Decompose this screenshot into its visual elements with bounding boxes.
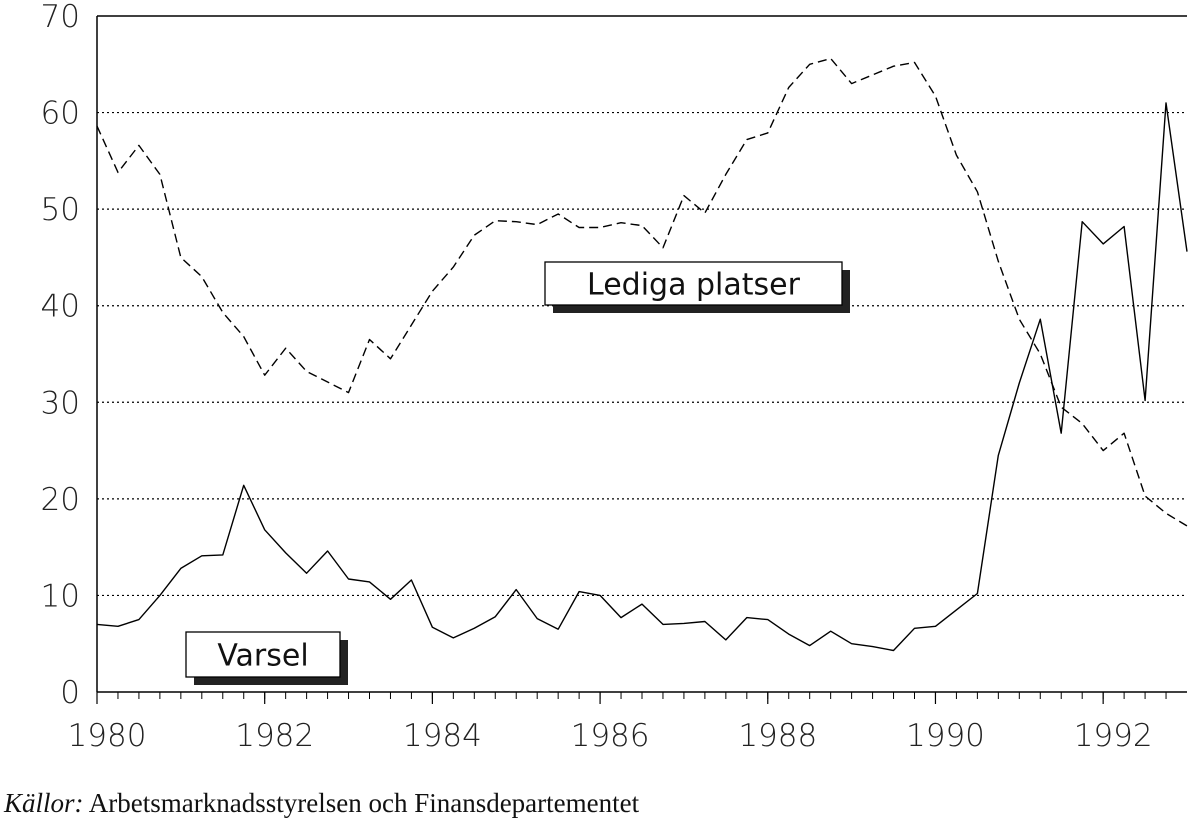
source: Källor: Arbetsmarknadsstyrelsen och Fina… [3, 788, 640, 818]
y-tick-label: 40 [41, 289, 80, 325]
series-label-box: Lediga platser [544, 261, 850, 313]
x-tick-label: 1992 [1074, 718, 1153, 754]
y-tick-label: 10 [41, 578, 80, 614]
y-tick-label: 70 [41, 0, 80, 35]
x-tick-label: 1984 [403, 718, 482, 754]
x-tick-label: 1988 [738, 718, 817, 754]
series-label: Lediga platser [587, 268, 801, 303]
series-line [96, 102, 1188, 652]
x-tick-label: 1986 [571, 718, 650, 754]
x-tick-label: 1980 [68, 718, 147, 754]
source-label: Källor: [3, 788, 84, 818]
y-tick-label: 20 [41, 482, 80, 518]
x-tick-label: 1982 [235, 718, 314, 754]
source-text: Arbetsmarknadsstyrelsen och Finansdepart… [89, 788, 640, 818]
series-label-box: Varsel [185, 631, 348, 685]
label-box [544, 261, 843, 306]
y-tick-label: 60 [41, 96, 80, 132]
y-tick-label: 30 [41, 385, 80, 421]
y-tick-label: 50 [41, 192, 80, 228]
y-tick-label: 0 [60, 675, 80, 711]
series-line [96, 57, 1188, 527]
label-box [185, 631, 341, 678]
x-tick-label: 1990 [906, 718, 985, 754]
series-label: Varsel [217, 639, 308, 674]
